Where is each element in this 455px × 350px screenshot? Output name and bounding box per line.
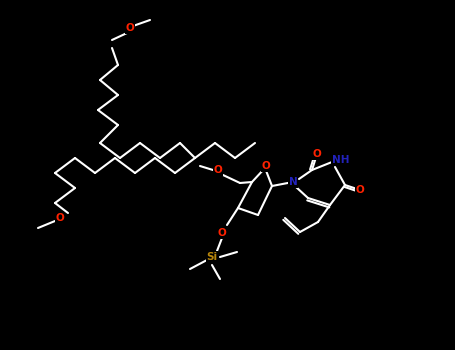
Text: O: O: [126, 23, 134, 33]
Text: NH: NH: [332, 155, 350, 165]
Text: O: O: [356, 185, 364, 195]
Text: Si: Si: [207, 252, 217, 262]
Text: N: N: [288, 177, 298, 187]
Text: O: O: [214, 165, 222, 175]
Text: O: O: [56, 213, 64, 223]
Text: O: O: [262, 161, 270, 171]
Text: O: O: [217, 228, 227, 238]
Text: O: O: [313, 149, 321, 159]
